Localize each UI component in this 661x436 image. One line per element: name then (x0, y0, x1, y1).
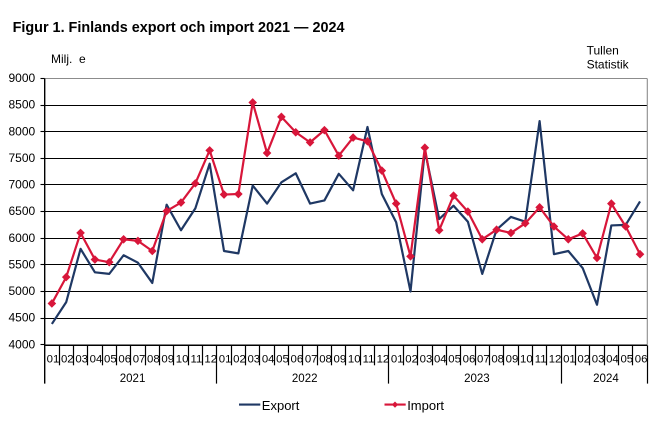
svg-text:Import: Import (407, 398, 444, 413)
svg-text:02: 02 (233, 353, 246, 365)
svg-text:Export: Export (262, 398, 300, 413)
svg-text:6500: 6500 (8, 204, 35, 218)
svg-text:10: 10 (520, 353, 533, 365)
svg-text:Tullen: Tullen (587, 43, 619, 57)
svg-text:Figur 1. Finlands export och i: Figur 1. Finlands export och import 2021… (13, 20, 345, 36)
svg-text:02: 02 (405, 353, 418, 365)
svg-text:01: 01 (47, 353, 60, 365)
svg-text:03: 03 (420, 353, 433, 365)
svg-text:08: 08 (147, 353, 160, 365)
svg-text:02: 02 (577, 353, 590, 365)
svg-text:7000: 7000 (8, 178, 35, 192)
svg-text:04: 04 (90, 353, 103, 365)
svg-text:06: 06 (118, 353, 131, 365)
svg-text:Milj. e: Milj. e (51, 52, 86, 66)
svg-text:4000: 4000 (8, 337, 35, 351)
svg-text:05: 05 (104, 353, 117, 365)
svg-text:01: 01 (563, 353, 576, 365)
svg-text:09: 09 (161, 353, 174, 365)
svg-text:6000: 6000 (8, 231, 35, 245)
svg-text:04: 04 (434, 353, 447, 365)
svg-text:03: 03 (247, 353, 260, 365)
svg-text:2024: 2024 (593, 373, 619, 385)
svg-text:05: 05 (448, 353, 461, 365)
svg-text:09: 09 (334, 353, 347, 365)
svg-text:03: 03 (75, 353, 88, 365)
svg-text:Statistik: Statistik (587, 58, 630, 72)
svg-text:06: 06 (463, 353, 476, 365)
svg-text:2021: 2021 (120, 373, 146, 385)
svg-text:06: 06 (635, 353, 648, 365)
svg-text:2023: 2023 (464, 373, 490, 385)
svg-text:12: 12 (377, 353, 390, 365)
svg-text:11: 11 (363, 353, 375, 365)
svg-text:8500: 8500 (8, 98, 35, 112)
svg-text:7500: 7500 (8, 151, 35, 165)
svg-text:10: 10 (348, 353, 361, 365)
svg-text:07: 07 (305, 353, 318, 365)
svg-text:2022: 2022 (292, 373, 318, 385)
svg-text:9000: 9000 (8, 71, 35, 85)
svg-text:12: 12 (204, 353, 217, 365)
svg-text:02: 02 (61, 353, 74, 365)
svg-text:07: 07 (477, 353, 490, 365)
svg-text:11: 11 (535, 353, 547, 365)
svg-text:01: 01 (391, 353, 404, 365)
svg-text:04: 04 (606, 353, 619, 365)
svg-text:03: 03 (592, 353, 605, 365)
svg-text:11: 11 (191, 353, 203, 365)
svg-text:08: 08 (319, 353, 332, 365)
svg-text:04: 04 (262, 353, 275, 365)
svg-text:12: 12 (549, 353, 562, 365)
svg-text:06: 06 (291, 353, 304, 365)
svg-text:05: 05 (620, 353, 633, 365)
svg-text:08: 08 (491, 353, 504, 365)
svg-text:8000: 8000 (8, 124, 35, 138)
svg-text:4500: 4500 (8, 311, 35, 325)
svg-text:05: 05 (276, 353, 289, 365)
svg-text:07: 07 (133, 353, 146, 365)
svg-text:10: 10 (176, 353, 189, 365)
svg-text:09: 09 (506, 353, 519, 365)
svg-text:5500: 5500 (8, 257, 35, 271)
svg-text:01: 01 (219, 353, 232, 365)
svg-text:5000: 5000 (8, 284, 35, 298)
